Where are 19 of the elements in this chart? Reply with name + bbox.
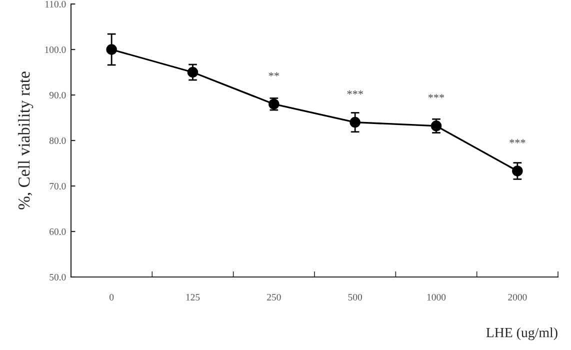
x-tick-label: 1000: [427, 294, 446, 301]
annotation: ***: [428, 94, 444, 98]
y-tick-label: 80.0: [49, 137, 66, 144]
x-axis-title: LHE (ug/ml): [486, 327, 558, 340]
y-tick-label: 50.0: [50, 274, 66, 281]
y-tick-label: 70.0: [50, 182, 66, 190]
x-tick-label: 0: [110, 294, 114, 301]
x-tick-label: 250: [267, 294, 281, 301]
y-tick-label: 90.0: [49, 92, 66, 99]
x-tick-label: 500: [348, 294, 362, 301]
annotation: ***: [347, 90, 363, 95]
x-tick-label: 125: [186, 294, 200, 301]
annotation: ***: [510, 139, 526, 144]
y-tick-label: 60.0: [50, 228, 66, 236]
y-tick-label: 100.0: [45, 46, 66, 54]
annotation: **: [268, 72, 279, 76]
y-tick-label: 110.0: [45, 0, 66, 8]
x-tick-label: 2000: [508, 294, 527, 301]
y-axis-title: %, Cell viability rate: [18, 72, 34, 210]
